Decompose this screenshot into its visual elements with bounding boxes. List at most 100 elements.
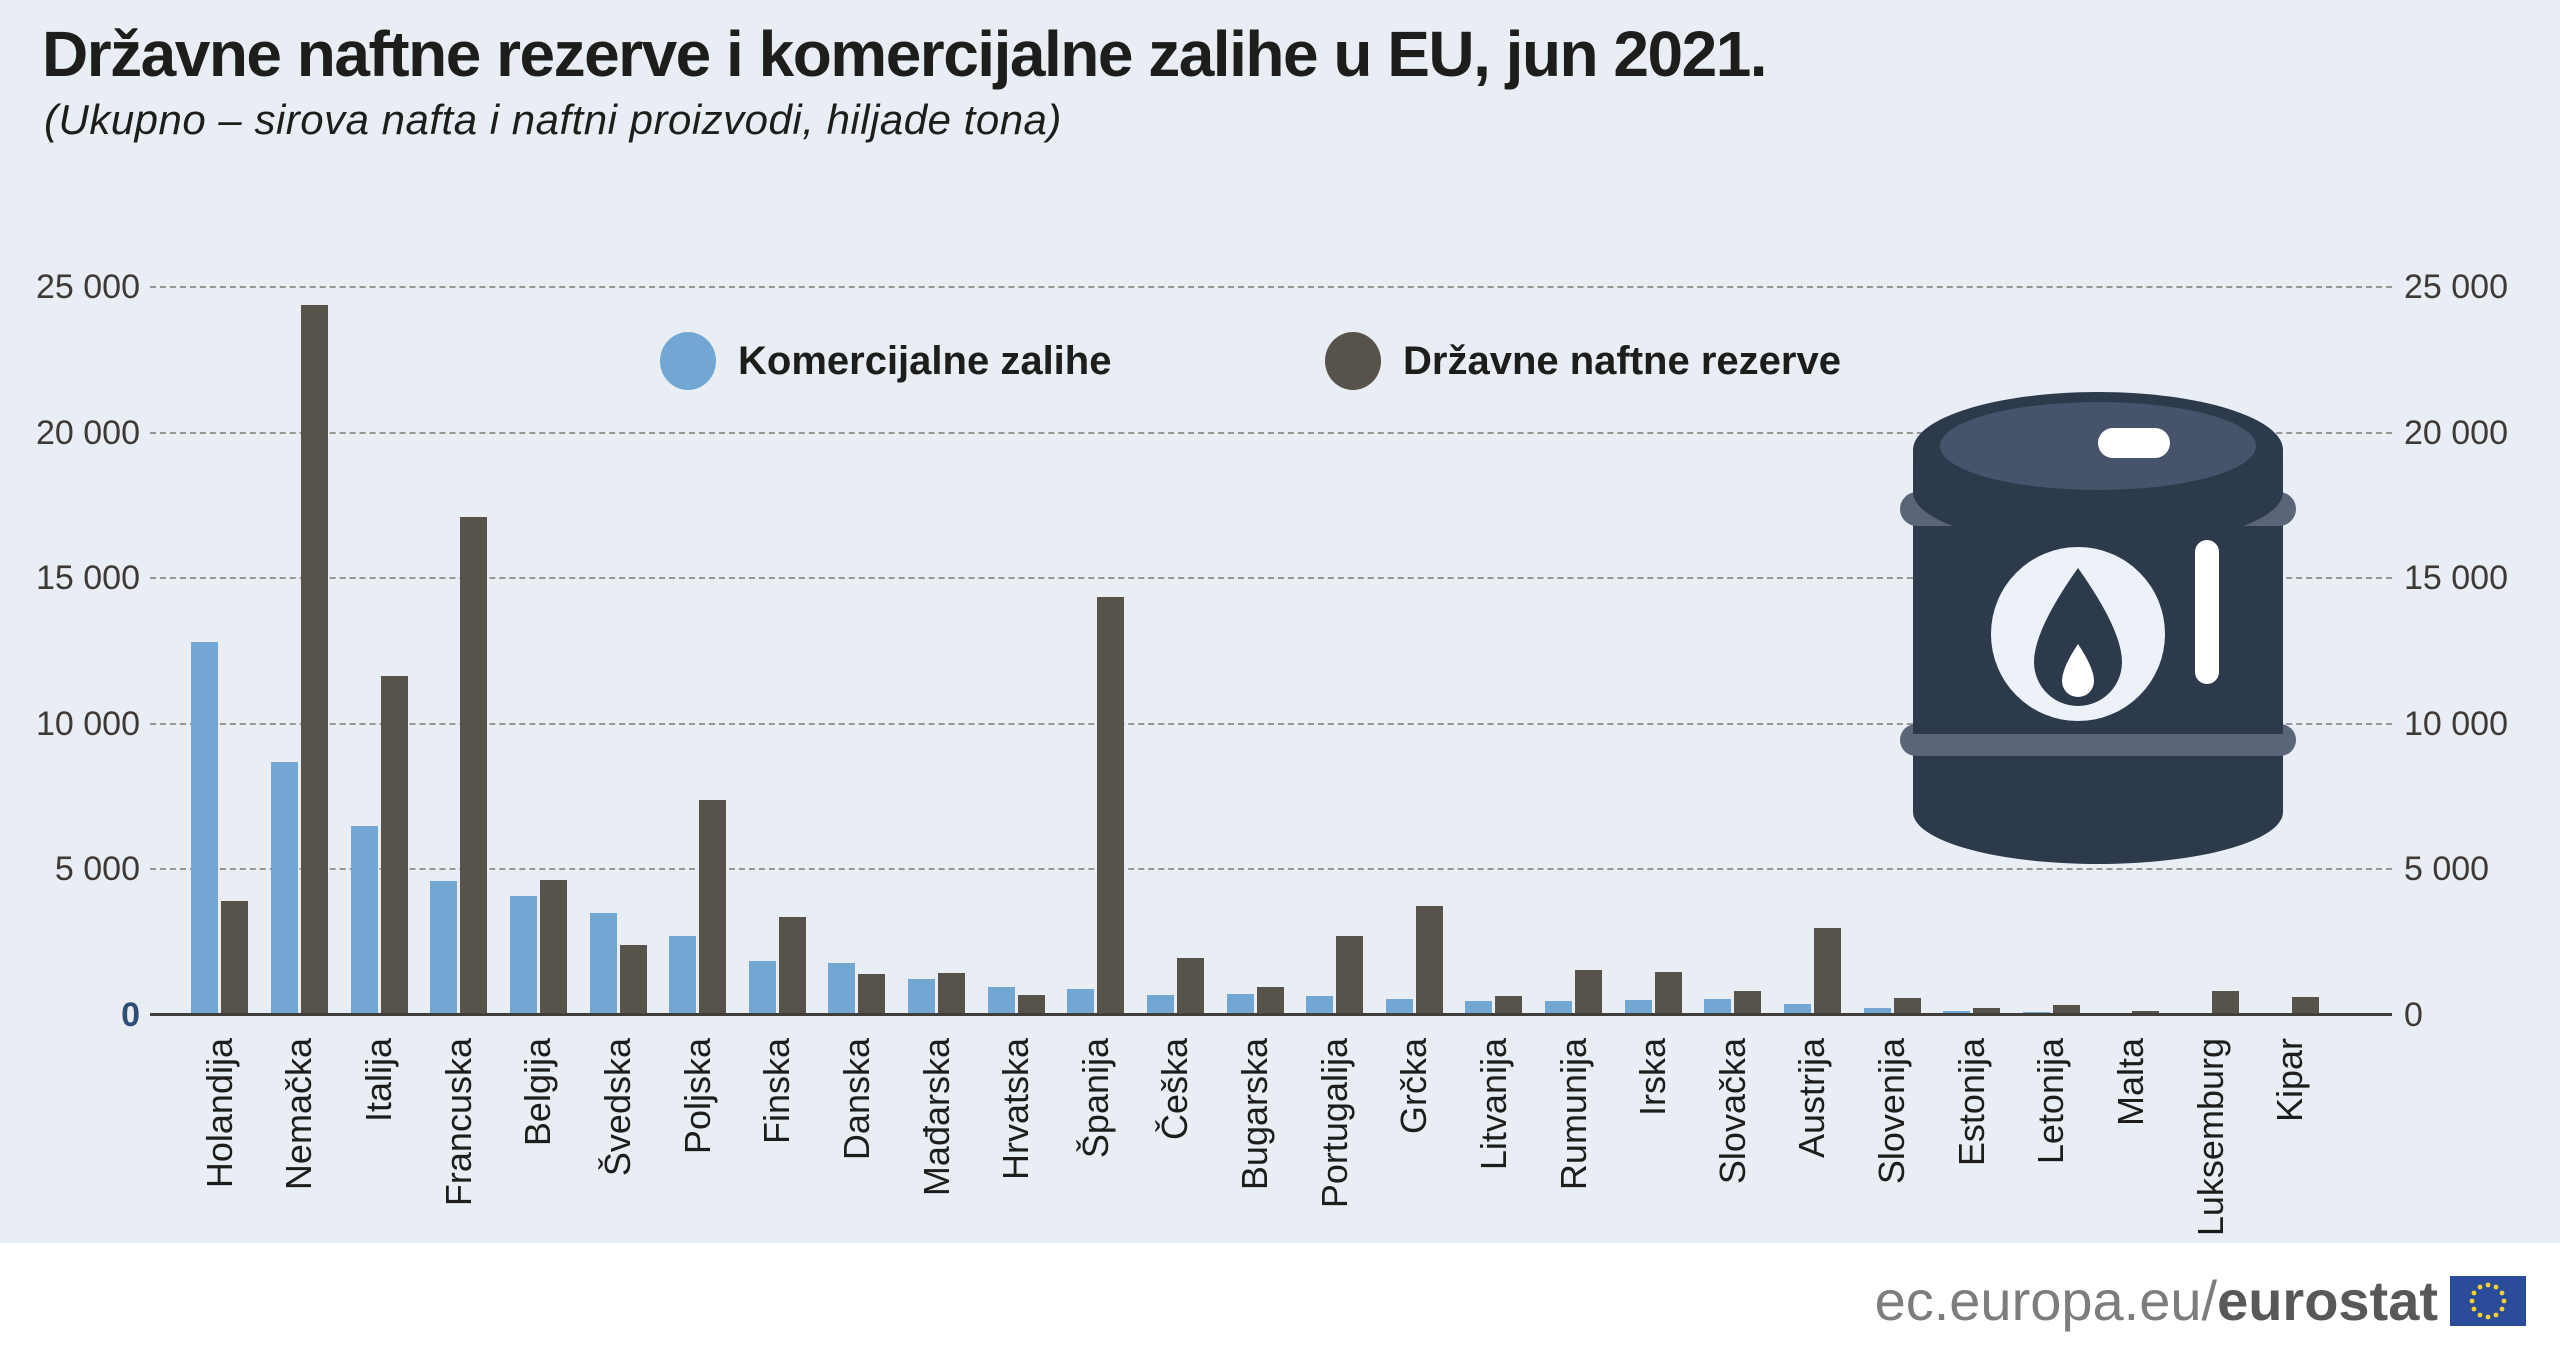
emergency-swatch-icon	[1325, 332, 1381, 390]
bar-commercial-Estonija	[1943, 1010, 1971, 1015]
bar-emergency-Francuska	[460, 517, 488, 1015]
y-tick-left-0: 0	[121, 996, 140, 1034]
bar-commercial-Italija	[350, 825, 378, 1015]
x-label-Švedska: Švedska	[597, 1038, 638, 1177]
bar-emergency-Italija	[380, 675, 408, 1015]
bar-emergency-Letonija	[2052, 1005, 2080, 1015]
bar-commercial-Finska	[748, 961, 776, 1015]
y-tick-right-10000: 10 000	[2404, 704, 2508, 743]
bar-emergency-Belgija	[539, 879, 567, 1015]
y-tick-left-15000: 15 000	[36, 559, 140, 598]
x-label-Nemačka: Nemačka	[278, 1038, 320, 1191]
bar-emergency-Rumunija	[1575, 970, 1602, 1015]
bar-emergency-Holandija	[221, 901, 249, 1015]
bar-commercial-Poljska	[669, 936, 697, 1015]
x-label-Bugarska: Bugarska	[1234, 1038, 1275, 1191]
page-title: Državne naftne rezerve i komercijalne za…	[42, 18, 1768, 90]
x-label-Holandija: Holandija	[198, 1038, 240, 1189]
bar-commercial-Mađarska	[908, 978, 935, 1015]
x-label-Kipar: Kipar	[2269, 1038, 2311, 1123]
y-tick-right-5000: 5 000	[2404, 850, 2490, 889]
bar-emergency-Slovenija	[1893, 998, 1921, 1015]
bar-commercial-Grčka	[1385, 998, 1413, 1015]
x-label-Poljska: Poljska	[676, 1038, 718, 1155]
bar-commercial-Rumunija	[1545, 1000, 1572, 1015]
bar-commercial-Hrvatska	[987, 987, 1015, 1015]
bar-commercial-Bugarska	[1226, 994, 1254, 1015]
x-label-Luksemburg: Luksemburg	[2189, 1038, 2231, 1237]
x-label-Austrija: Austrija	[1791, 1038, 1833, 1159]
bar-emergency-Grčka	[1415, 905, 1443, 1015]
x-label-Italija: Italija	[358, 1038, 400, 1123]
gridline-10000	[150, 722, 2392, 725]
footer-url-bold: eurostat	[2217, 1269, 2438, 1332]
legend-label-commercial: Komercijalne zalihe	[738, 338, 1112, 383]
bar-emergency-Finska	[778, 917, 806, 1015]
bar-commercial-Češka	[1146, 994, 1174, 1015]
bar-commercial-Holandija	[191, 642, 219, 1015]
legend-label-emergency: Državne naftne rezerve	[1403, 338, 1841, 383]
bar-emergency-Portugalija	[1336, 936, 1364, 1015]
x-label-Portugalija: Portugalija	[1313, 1038, 1355, 1209]
bar-emergency-Španija	[1097, 597, 1125, 1015]
bar-emergency-Mađarska	[938, 972, 965, 1015]
bar-emergency-Irska	[1654, 971, 1682, 1015]
y-tick-right-25000: 25 000	[2404, 268, 2508, 306]
x-label-Malta: Malta	[2109, 1038, 2151, 1127]
bar-emergency-Češka	[1176, 958, 1204, 1015]
x-label-Rumunija: Rumunija	[1552, 1038, 1594, 1191]
x-label-Litvanija: Litvanija	[1472, 1038, 1514, 1171]
page-subtitle: (Ukupno – sirova nafta i naftni proizvod…	[44, 96, 1062, 143]
bar-commercial-Slovenija	[1863, 1007, 1891, 1015]
bar-commercial-Španija	[1067, 988, 1095, 1015]
y-tick-left-10000: 10 000	[36, 704, 140, 743]
gridline-5000	[150, 868, 2392, 871]
x-label-Danska: Danska	[835, 1038, 877, 1161]
footer-url-regular: ec.europa.eu/	[1874, 1269, 2218, 1332]
eu-flag-icon	[2450, 1275, 2526, 1326]
bar-commercial-Belgija	[509, 895, 537, 1015]
bar-emergency-Nemačka	[300, 304, 328, 1015]
bar-emergency-Austrija	[1813, 927, 1841, 1015]
bar-commercial-Danska	[828, 962, 856, 1015]
x-label-Francuska: Francuska	[437, 1038, 479, 1207]
x-label-Mađarska: Mađarska	[915, 1038, 957, 1197]
bar-emergency-Slovačka	[1734, 991, 1762, 1015]
y-tick-right-15000: 15 000	[2404, 559, 2508, 598]
commercial-swatch-icon	[660, 332, 716, 390]
bar-emergency-Švedska	[619, 945, 647, 1015]
bar-emergency-Danska	[858, 974, 886, 1015]
bar-commercial-Švedska	[589, 913, 617, 1015]
bar-commercial-Portugalija	[1306, 996, 1334, 1015]
bar-emergency-Litvanija	[1495, 996, 1523, 1015]
bar-emergency-Poljska	[699, 799, 727, 1015]
bar-commercial-Slovačka	[1704, 999, 1732, 1015]
footer-strip	[0, 1243, 2560, 1351]
bar-commercial-Austrija	[1783, 1003, 1811, 1015]
footer-url: ec.europa.eu/eurostat	[1875, 1268, 2526, 1333]
bar-emergency-Kipar	[2291, 997, 2319, 1015]
bar-emergency-Bugarska	[1256, 986, 1284, 1015]
x-label-Letonija: Letonija	[2030, 1038, 2072, 1165]
gridline-25000	[150, 286, 2392, 288]
oil-barrel-icon	[1900, 392, 2296, 864]
bar-commercial-Litvanija	[1465, 1001, 1493, 1015]
x-label-Češka: Češka	[1154, 1038, 1196, 1141]
x-label-Slovenija: Slovenija	[1871, 1038, 1912, 1185]
x-label-Hrvatska: Hrvatska	[995, 1038, 1037, 1181]
x-label-Estonija: Estonija	[1950, 1038, 1992, 1167]
y-tick-left-25000: 25 000	[36, 268, 140, 306]
bar-commercial-Nemačka	[270, 761, 298, 1015]
x-label-Španija: Španija	[1074, 1038, 1116, 1159]
x-axis-line	[150, 1013, 2392, 1016]
y-tick-left-5000: 5 000	[54, 850, 140, 889]
legend-item-emergency: Državne naftne rezerve	[1325, 332, 1841, 390]
bar-commercial-Francuska	[430, 881, 458, 1015]
y-tick-right-0: 0	[2404, 996, 2423, 1034]
gridline-15000	[150, 577, 2392, 580]
x-label-Slovačka: Slovačka	[1711, 1038, 1753, 1185]
x-label-Belgija: Belgija	[517, 1038, 559, 1147]
bar-emergency-Luksemburg	[2212, 991, 2240, 1015]
bar-commercial-Irska	[1624, 999, 1652, 1015]
